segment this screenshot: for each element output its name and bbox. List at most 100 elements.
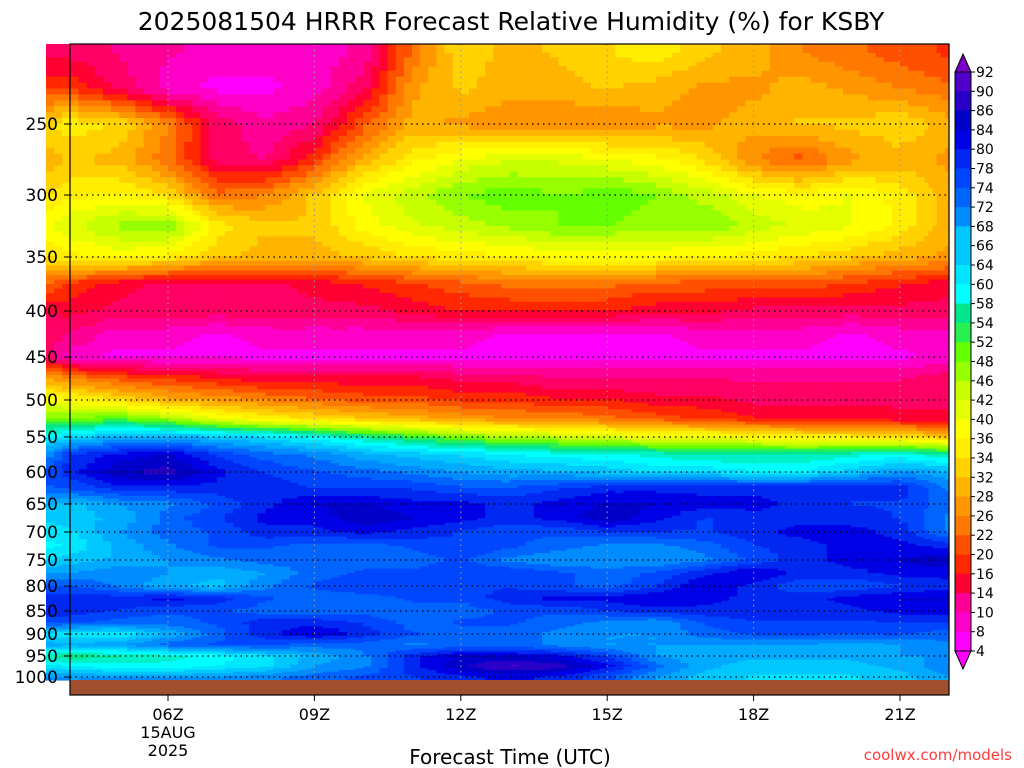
rh-cell bbox=[566, 129, 576, 137]
rh-cell bbox=[542, 100, 551, 107]
rh-cell bbox=[468, 124, 478, 131]
rh-cell bbox=[151, 48, 161, 54]
rh-cell bbox=[428, 199, 437, 206]
rh-cell bbox=[916, 204, 925, 212]
rh-cell bbox=[826, 118, 836, 125]
rh-cell bbox=[249, 226, 259, 232]
rh-cell bbox=[810, 124, 820, 131]
rh-cell bbox=[395, 82, 405, 90]
rh-cell bbox=[778, 70, 787, 78]
rh-cell bbox=[477, 129, 486, 137]
rh-cell bbox=[745, 94, 755, 101]
rh-cell bbox=[46, 188, 55, 195]
rh-cell bbox=[70, 260, 80, 267]
rh-cell bbox=[558, 204, 568, 212]
rh-cell bbox=[314, 94, 324, 101]
rh-cell bbox=[127, 118, 137, 125]
rh-cell bbox=[224, 159, 234, 167]
rh-cell bbox=[680, 236, 690, 243]
rh-cell bbox=[135, 112, 145, 119]
rh-cell bbox=[460, 94, 470, 101]
rh-cell bbox=[168, 44, 177, 50]
rh-cell bbox=[704, 141, 714, 149]
rh-cell bbox=[184, 135, 193, 143]
rh-cell bbox=[346, 177, 356, 184]
rh-cell bbox=[818, 188, 828, 195]
rh-cell bbox=[737, 231, 747, 237]
rh-cell bbox=[62, 236, 71, 243]
rh-cell bbox=[761, 177, 771, 184]
rh-cell bbox=[168, 124, 177, 131]
rh-cell bbox=[582, 236, 592, 243]
rh-cell bbox=[249, 124, 259, 131]
rh-cell bbox=[273, 147, 283, 155]
rh-cell bbox=[908, 215, 917, 222]
rh-cell bbox=[224, 177, 234, 184]
rh-cell bbox=[786, 52, 795, 58]
rh-cell bbox=[273, 165, 283, 172]
rh-cell bbox=[875, 171, 885, 178]
rh-cell bbox=[159, 260, 169, 267]
rh-cell bbox=[290, 265, 299, 272]
rh-cell bbox=[306, 165, 315, 172]
rh-cell bbox=[680, 100, 690, 107]
rh-cell bbox=[883, 226, 893, 232]
rh-cell bbox=[135, 241, 145, 247]
rh-cell bbox=[273, 76, 283, 84]
rh-cell bbox=[623, 236, 633, 243]
rh-cell bbox=[778, 231, 787, 237]
rh-cell bbox=[664, 147, 673, 155]
rh-cell bbox=[558, 48, 568, 54]
rh-cell bbox=[371, 147, 381, 155]
rh-cell bbox=[257, 48, 267, 54]
rh-cell bbox=[111, 177, 120, 184]
rh-cell bbox=[371, 171, 381, 178]
rh-cell bbox=[102, 188, 112, 195]
rh-cell bbox=[802, 147, 812, 155]
rh-cell bbox=[127, 135, 137, 143]
rh-cell bbox=[306, 159, 315, 167]
rh-cell bbox=[241, 210, 250, 217]
rh-cell bbox=[802, 129, 812, 137]
rh-cell bbox=[395, 118, 405, 125]
rh-cell bbox=[346, 182, 356, 189]
rh-cell bbox=[647, 135, 657, 143]
rh-cell bbox=[184, 182, 193, 189]
rh-cell bbox=[428, 52, 437, 58]
rh-cell bbox=[257, 215, 267, 222]
rh-cell bbox=[159, 57, 169, 63]
rh-cell bbox=[737, 265, 747, 272]
rh-cell bbox=[330, 231, 340, 237]
rh-cell bbox=[936, 70, 942, 78]
rh-cell bbox=[111, 241, 120, 247]
rh-cell bbox=[834, 82, 844, 90]
rh-cell bbox=[908, 260, 917, 267]
rh-cell bbox=[843, 210, 852, 217]
rh-cell bbox=[493, 118, 503, 125]
rh-cell bbox=[428, 241, 437, 247]
rh-cell bbox=[371, 52, 381, 58]
rh-cell bbox=[208, 88, 218, 96]
rh-cell bbox=[428, 70, 437, 78]
rh-cell bbox=[151, 61, 161, 67]
rh-cell bbox=[753, 256, 763, 262]
rh-cell bbox=[794, 106, 803, 113]
rh-cell bbox=[851, 231, 860, 237]
rh-cell bbox=[200, 52, 210, 58]
rh-cell bbox=[379, 236, 389, 243]
rh-cell bbox=[794, 124, 803, 131]
rh-cell bbox=[729, 88, 738, 96]
rh-cell bbox=[916, 94, 925, 101]
rh-cell bbox=[944, 129, 950, 137]
rh-cell bbox=[542, 135, 551, 143]
rh-cell bbox=[859, 52, 869, 58]
rh-cell bbox=[102, 193, 112, 201]
rh-cell bbox=[851, 241, 860, 247]
rh-cell bbox=[802, 88, 812, 96]
rh-cell bbox=[590, 61, 600, 67]
rh-cell bbox=[729, 193, 738, 201]
rh-cell bbox=[940, 182, 946, 189]
rh-cell bbox=[802, 204, 812, 212]
rh-cell bbox=[86, 182, 96, 189]
rh-cell bbox=[452, 199, 462, 206]
